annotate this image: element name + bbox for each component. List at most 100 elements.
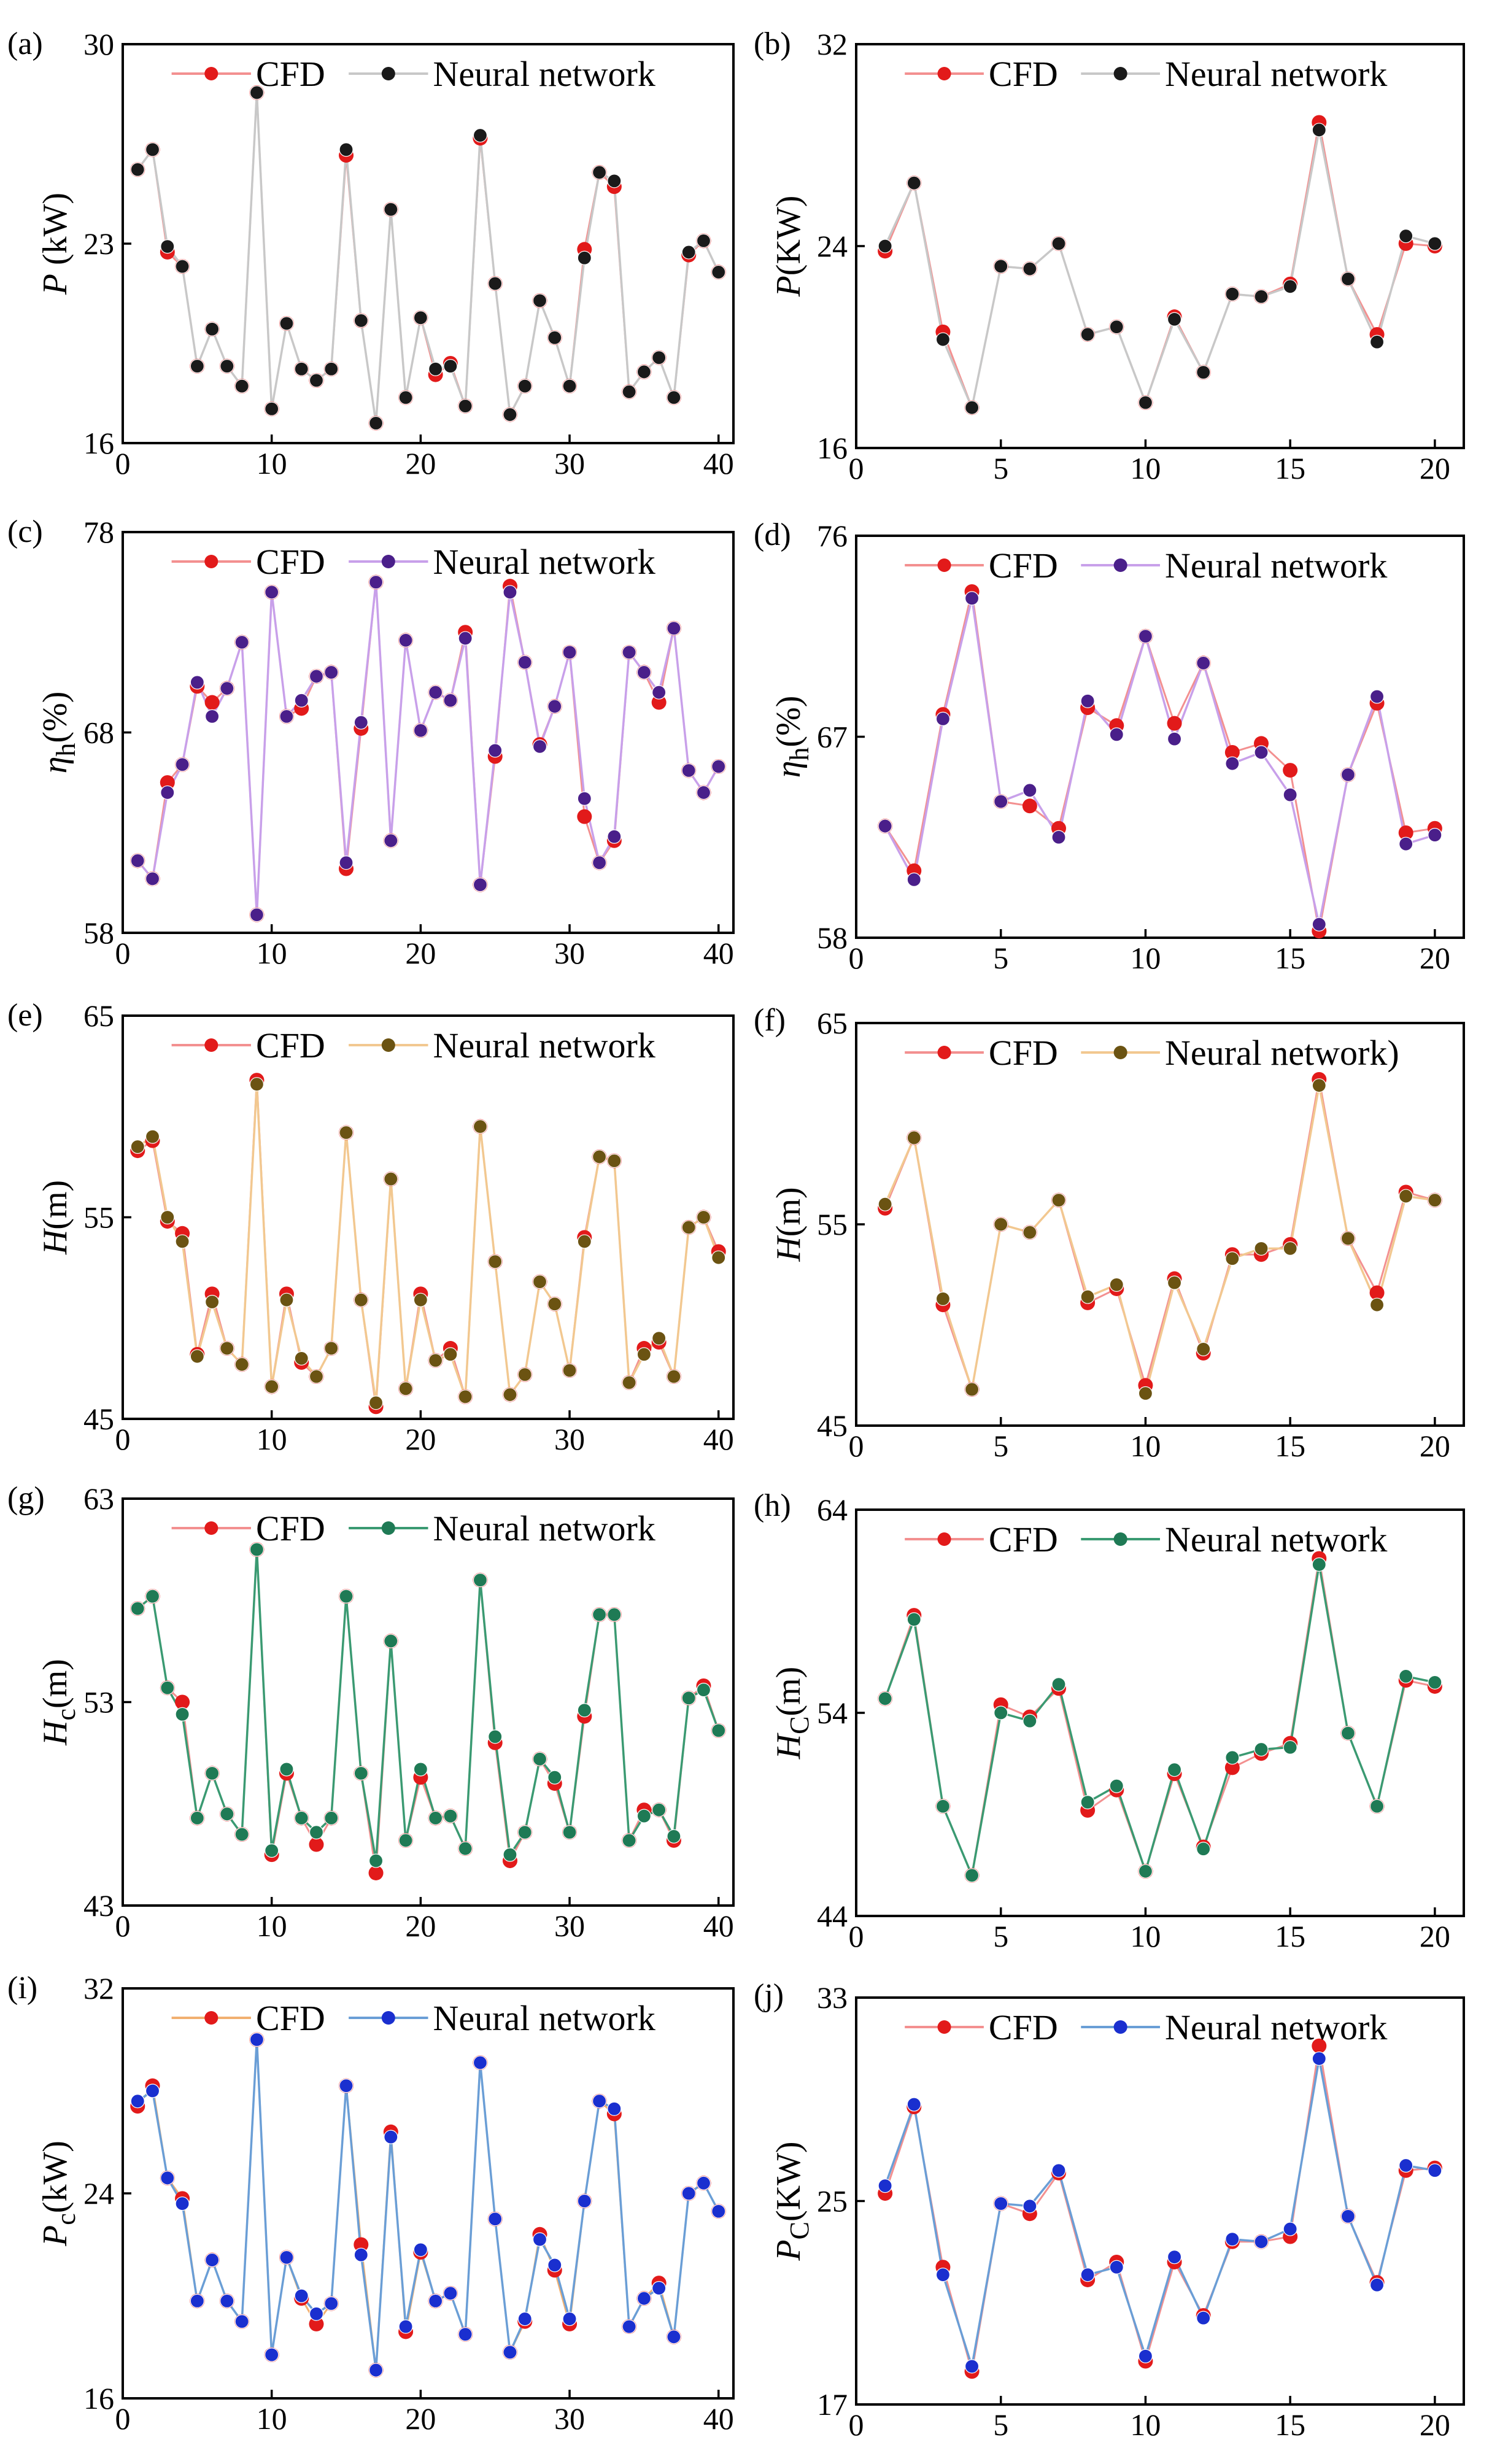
nn-point-a	[488, 276, 503, 291]
x-tick-label-f: 15	[1275, 1429, 1305, 1463]
nn-point-b	[1399, 228, 1413, 244]
cfd-point-g	[368, 1865, 384, 1880]
y-tick-label-j: 25	[817, 2184, 848, 2219]
nn-point-a	[398, 390, 413, 405]
nn-point-g	[294, 1810, 309, 1826]
nn-point-i	[428, 2293, 443, 2308]
x-tick-label-a: 0	[115, 446, 131, 481]
y-axis-label-sub: C	[784, 1717, 814, 1734]
nn-point-e	[428, 1353, 443, 1368]
nn-point-b	[907, 176, 921, 190]
legend-marker-nn-g	[381, 1521, 395, 1535]
legend-label-cfd-i: CFD	[256, 1998, 325, 2038]
nn-point-c	[517, 655, 532, 670]
chart-panel-h: (h) 0 5 10 15 20 44 54 64 HC(m) CFD Neural network	[754, 1488, 1465, 1953]
nn-point-h	[1167, 1763, 1182, 1777]
nn-point-f	[964, 1382, 980, 1397]
panel-label-d: (d)	[754, 517, 791, 552]
legend-label-cfd-j: CFD	[989, 2007, 1058, 2047]
nn-point-c	[309, 669, 324, 684]
nn-point-h	[1369, 1799, 1385, 1813]
nn-point-b	[1369, 334, 1385, 349]
nn-point-e	[607, 1153, 622, 1168]
nn-point-f	[1312, 1078, 1326, 1093]
nn-point-g	[265, 1843, 279, 1858]
nn-point-e	[339, 1125, 354, 1140]
legend-label-cfd-h: CFD	[989, 1520, 1058, 1559]
nn-point-e	[265, 1379, 279, 1394]
nn-point-c	[532, 739, 547, 754]
nn-point-a	[622, 384, 636, 400]
x-tick-label-i: 30	[554, 2401, 585, 2436]
nn-point-c	[130, 853, 145, 868]
x-tick-label-f: 10	[1130, 1429, 1161, 1463]
nn-point-g	[681, 1691, 696, 1705]
nn-point-g	[368, 1853, 384, 1868]
legend-label-cfd-b: CFD	[989, 54, 1058, 94]
panel-label-b: (b)	[754, 26, 791, 61]
x-tick-label-d: 5	[993, 941, 1008, 975]
nn-point-f	[907, 1130, 921, 1145]
nn-point-j	[1283, 2222, 1297, 2236]
legend-label-nn-i: Neural network	[433, 1998, 655, 2038]
cfd-point-c	[577, 809, 592, 824]
y-axis-label-sub: h	[51, 743, 81, 757]
nn-point-i	[711, 2204, 726, 2219]
nn-point-a	[711, 265, 726, 280]
nn-point-b	[1428, 236, 1442, 251]
nn-point-a	[205, 322, 220, 336]
y-tick-label-c: 68	[83, 716, 114, 750]
legend-marker-nn-c	[381, 555, 395, 568]
y-tick-label-b: 32	[817, 27, 848, 61]
series-line-nn-c	[136, 582, 720, 915]
panel-label-h: (h)	[754, 1488, 791, 1523]
series-line-nn-a	[136, 92, 720, 423]
y-tick-label-f: 55	[817, 1207, 848, 1242]
legend-marker-nn-a	[381, 67, 395, 80]
nn-point-j	[1080, 2268, 1095, 2282]
nn-point-e	[368, 1396, 384, 1410]
nn-point-i	[517, 2311, 532, 2327]
legend-label-nn-c: Neural network	[433, 542, 655, 582]
nn-point-e	[667, 1369, 681, 1384]
legend-marker-cfd-c	[204, 555, 218, 568]
nn-point-g	[428, 1810, 443, 1826]
nn-point-g	[592, 1607, 607, 1622]
nn-point-g	[384, 1634, 398, 1648]
nn-point-a	[309, 373, 324, 388]
x-tick-label-j: 15	[1275, 2408, 1305, 2442]
chart-panel-g: (g) 0 10 20 30 40 43 53 63 Hc(m) CFD Neural network	[7, 1481, 735, 1943]
nn-point-a	[503, 407, 517, 422]
y-tick-label-d: 67	[817, 720, 848, 754]
nn-point-a	[428, 361, 443, 376]
legend-marker-nn-j	[1113, 2020, 1127, 2034]
y-tick-label-a: 16	[83, 426, 114, 460]
cfd-point-g	[309, 1837, 324, 1852]
series-line-nn-i	[137, 2039, 720, 2371]
legend-marker-cfd-d	[937, 558, 951, 572]
nn-point-d	[1138, 629, 1153, 644]
nn-point-h	[1196, 1842, 1211, 1856]
x-tick-label-g: 40	[703, 1909, 734, 1943]
legend-marker-cfd-f	[937, 1046, 951, 1059]
nn-point-j	[1023, 2199, 1037, 2214]
nn-point-i	[622, 2319, 636, 2334]
nn-point-i	[384, 2130, 398, 2144]
nn-point-d	[1167, 732, 1182, 746]
nn-point-f	[1196, 1342, 1211, 1356]
x-tick-label-g: 10	[257, 1909, 287, 1943]
nn-point-h	[1283, 1740, 1297, 1755]
y-tick-label-g: 63	[83, 1481, 114, 1516]
nn-point-i	[249, 2032, 265, 2047]
nn-point-j	[1225, 2232, 1240, 2247]
nn-point-b	[878, 239, 892, 253]
x-tick-label-b: 5	[993, 451, 1008, 485]
x-tick-label-i: 20	[405, 2401, 436, 2436]
nn-point-d	[935, 711, 951, 726]
nn-point-h	[994, 1705, 1008, 1720]
x-tick-label-b: 10	[1130, 451, 1161, 485]
nn-point-i	[488, 2212, 503, 2226]
series-line-cfd-g	[137, 1549, 720, 1874]
x-tick-label-h: 10	[1130, 1919, 1161, 1953]
nn-point-c	[428, 685, 443, 700]
